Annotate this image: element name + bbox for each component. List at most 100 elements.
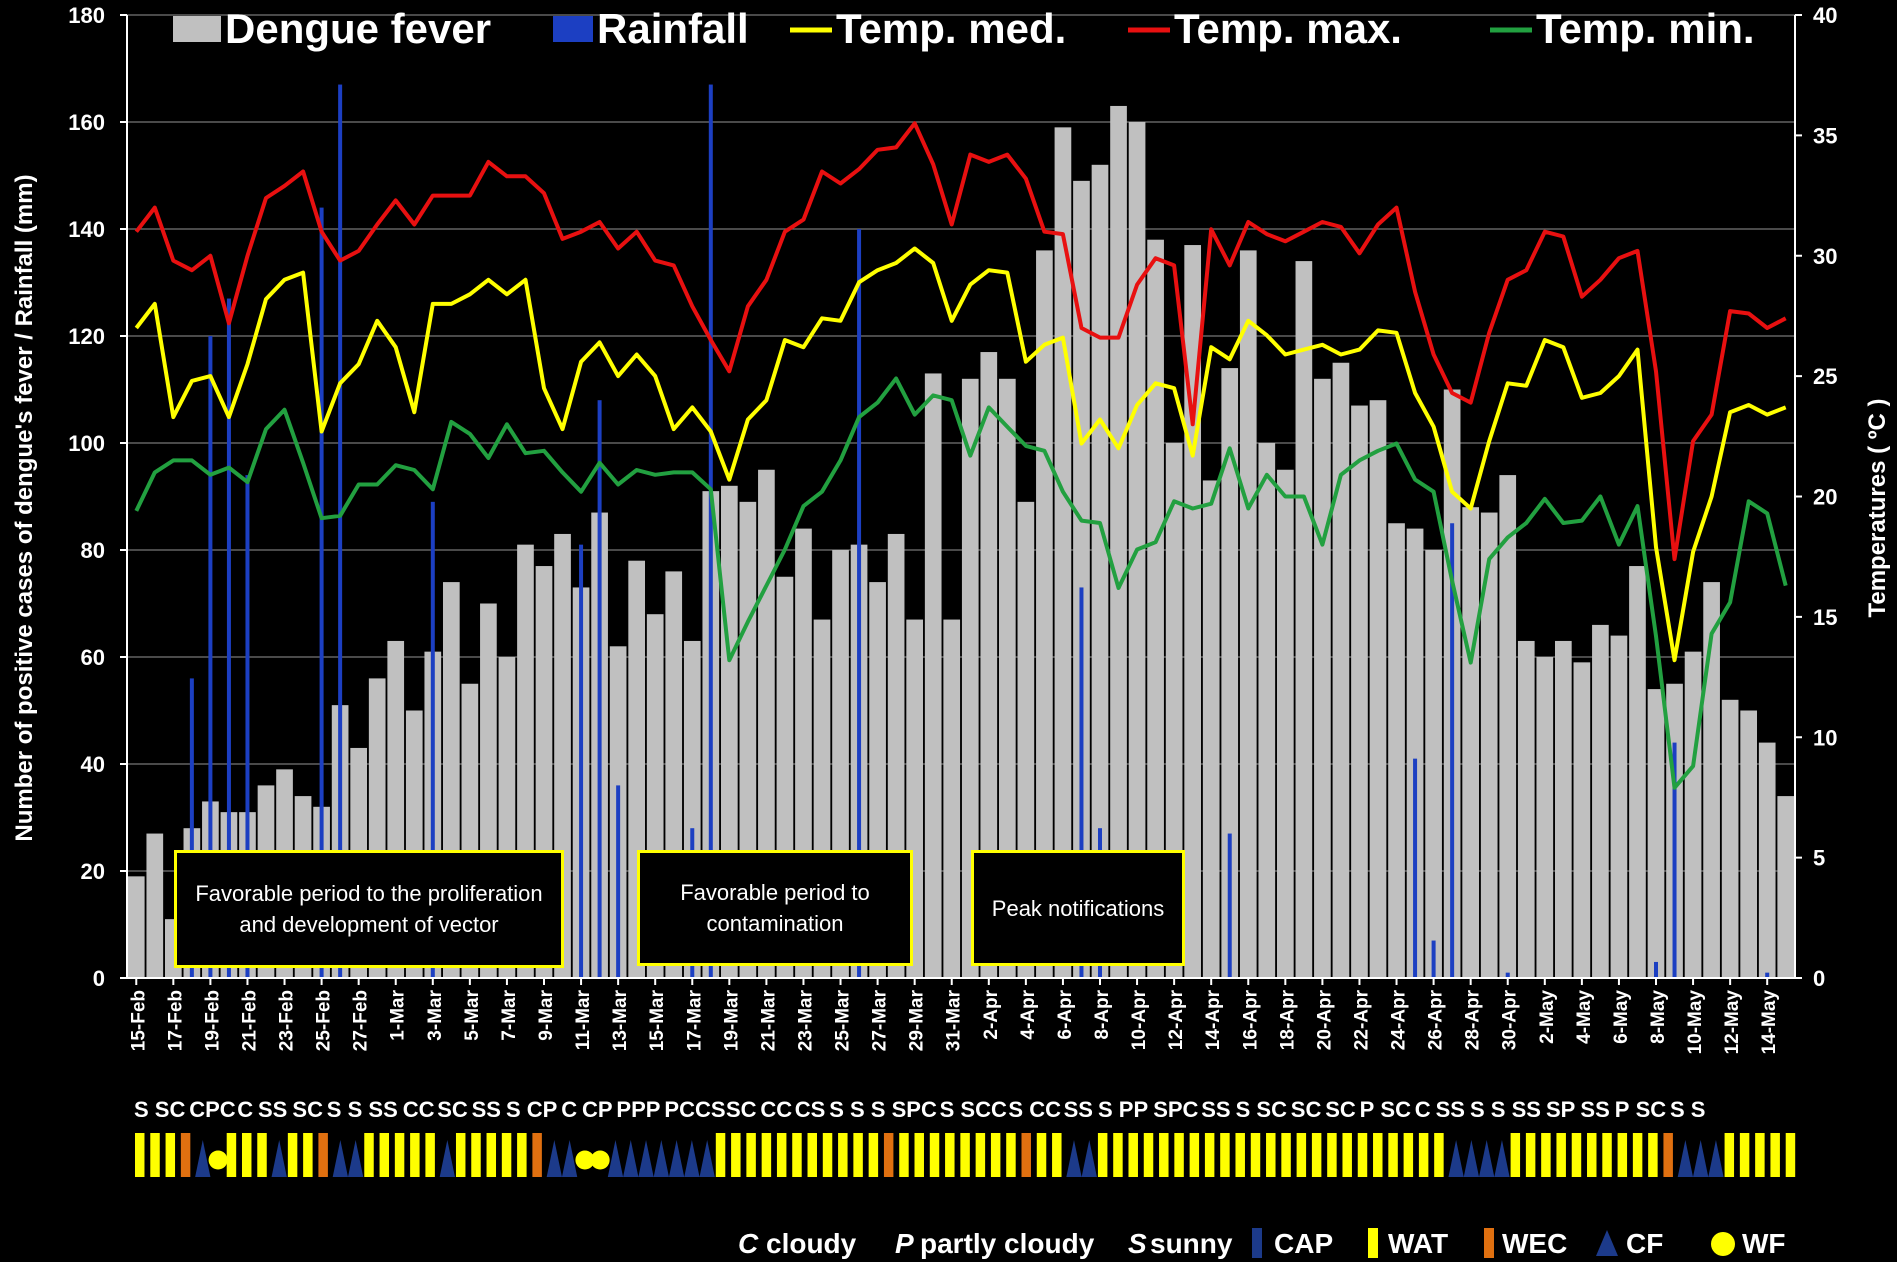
sky-condition: SS bbox=[258, 1097, 287, 1122]
rainfall-bar bbox=[430, 501, 435, 978]
wat-mark bbox=[776, 1133, 787, 1177]
x-tick-label: 23-Feb bbox=[277, 990, 298, 1051]
wat-mark bbox=[1128, 1133, 1138, 1177]
rainfall-bar bbox=[226, 298, 231, 978]
footer-label-cap: CAP bbox=[1274, 1228, 1333, 1259]
wat-mark bbox=[379, 1133, 390, 1177]
wat-mark bbox=[1373, 1133, 1383, 1177]
wat-mark bbox=[731, 1133, 741, 1177]
wat-mark bbox=[853, 1133, 863, 1177]
dengue-bar bbox=[1332, 362, 1350, 978]
legend-label: Temp. med. bbox=[836, 5, 1066, 52]
wat-mark bbox=[1434, 1133, 1444, 1177]
sky-condition: SC bbox=[726, 1097, 757, 1122]
sky-condition-row: S SC CPC C SS SC S S SS CC SC SS S CP C CP PPP PCCS SC CC CS… bbox=[134, 1097, 1705, 1122]
cf-mark bbox=[439, 1140, 455, 1177]
sky-condition: PCCS bbox=[664, 1097, 725, 1122]
wat-mark bbox=[471, 1133, 481, 1177]
wat-mark bbox=[1052, 1133, 1062, 1177]
sky-condition: S bbox=[327, 1097, 342, 1122]
rainfall-bar bbox=[579, 544, 584, 978]
dengue-bar bbox=[1314, 378, 1331, 978]
wat-mark bbox=[975, 1133, 986, 1177]
wat-mark bbox=[1006, 1133, 1016, 1177]
dengue-bar bbox=[1239, 250, 1257, 978]
wat-mark bbox=[899, 1133, 909, 1177]
x-tick-label: 12-Apr bbox=[1166, 989, 1187, 1050]
wf-mark bbox=[208, 1150, 228, 1170]
cf-mark bbox=[1448, 1140, 1464, 1177]
wat-mark bbox=[1770, 1133, 1780, 1177]
x-tick-label: 3-Mar bbox=[425, 989, 446, 1040]
cf-mark bbox=[1066, 1140, 1082, 1177]
rainfall-bar bbox=[245, 475, 250, 978]
wat-mark bbox=[1327, 1133, 1337, 1177]
wat-mark bbox=[1510, 1133, 1521, 1177]
wat-mark bbox=[1204, 1133, 1215, 1177]
footer-label-wat: WAT bbox=[1388, 1228, 1448, 1259]
x-tick-label: 30-Apr bbox=[1500, 989, 1521, 1050]
x-tick-label: 14-Apr bbox=[1203, 989, 1224, 1050]
x-tick-label: 19-Mar bbox=[721, 989, 742, 1051]
cf-mark bbox=[561, 1140, 578, 1177]
annotation-box-peak: Peak notifications bbox=[971, 850, 1185, 966]
cf-mark bbox=[332, 1140, 348, 1177]
sky-condition: S bbox=[850, 1097, 865, 1122]
x-tick-label: 18-Apr bbox=[1277, 989, 1298, 1050]
sky-condition: S bbox=[134, 1097, 149, 1122]
sky-condition: SS bbox=[1512, 1097, 1541, 1122]
axes: 0 20 40 60 80 100 120 140 160 180 0 5 10 15 20 25 30 35 40 bbox=[68, 3, 1837, 991]
wat-mark bbox=[1220, 1133, 1230, 1177]
y-tick-label-left: 120 bbox=[68, 324, 105, 349]
dengue-bar bbox=[961, 378, 979, 978]
cf-mark bbox=[546, 1140, 562, 1177]
wat-mark bbox=[822, 1133, 833, 1177]
dengue-bar bbox=[1221, 368, 1239, 979]
sky-condition: CS bbox=[795, 1097, 826, 1122]
wf-mark bbox=[590, 1150, 610, 1170]
dengue-bar bbox=[924, 373, 942, 978]
sky-condition: C bbox=[1415, 1097, 1431, 1122]
x-tick-label: 29-Mar bbox=[907, 989, 928, 1051]
x-tick-label: 17-Feb bbox=[165, 990, 186, 1051]
wat-mark bbox=[425, 1133, 435, 1177]
x-tick-label: 15-Feb bbox=[128, 990, 149, 1051]
wat-mark bbox=[364, 1133, 374, 1177]
dengue-bar bbox=[1351, 405, 1368, 978]
dengue-bar bbox=[1147, 239, 1164, 978]
legend: Dengue fever Rainfall Temp. med. Temp. max.… bbox=[173, 5, 1755, 52]
cf-mark bbox=[347, 1140, 364, 1177]
cf-mark bbox=[1693, 1140, 1709, 1177]
wat-mark bbox=[1541, 1133, 1551, 1177]
cf-mark bbox=[271, 1140, 287, 1177]
y-axis-label-left: Number of positive cases of dengue's fev… bbox=[11, 174, 38, 841]
wec-mark bbox=[532, 1133, 542, 1177]
x-tick-label: 5-Mar bbox=[462, 989, 483, 1040]
sky-condition: CP bbox=[582, 1097, 613, 1122]
x-tick-label: 12-May bbox=[1722, 990, 1743, 1055]
rainfall-bar bbox=[597, 400, 602, 978]
wat-mark bbox=[1036, 1133, 1047, 1177]
x-tick-label: 10-Apr bbox=[1129, 989, 1150, 1050]
y-tick-label-right: 5 bbox=[1813, 846, 1825, 871]
legend-label: Temp. max. bbox=[1174, 5, 1402, 52]
footer-label-sunny: sunny bbox=[1150, 1228, 1233, 1259]
wat-mark bbox=[1739, 1133, 1750, 1177]
wat-mark bbox=[165, 1133, 176, 1177]
wat-mark bbox=[914, 1133, 924, 1177]
sky-condition: C bbox=[237, 1097, 253, 1122]
footer-key-s: S bbox=[1128, 1228, 1147, 1259]
x-tick-label: 13-Mar bbox=[610, 989, 631, 1051]
x-tick-label: 9-Mar bbox=[536, 989, 557, 1040]
wat-mark bbox=[945, 1133, 955, 1177]
wat-mark bbox=[1648, 1133, 1658, 1177]
sky-condition: PP bbox=[1119, 1097, 1148, 1122]
y-tick-label-left: 40 bbox=[81, 752, 105, 777]
wat-mark bbox=[287, 1133, 298, 1177]
rainfall-bar bbox=[1079, 587, 1084, 978]
sky-condition: S bbox=[1691, 1097, 1706, 1122]
rainfall-bar bbox=[857, 229, 862, 978]
y-tick-label-left: 140 bbox=[68, 217, 105, 242]
